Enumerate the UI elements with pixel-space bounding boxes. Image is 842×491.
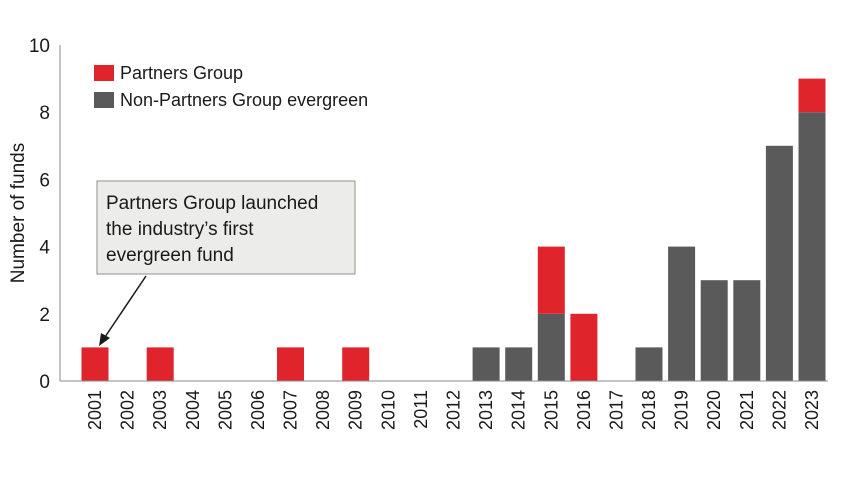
x-tick-label: 2019 <box>672 390 692 430</box>
y-tick-label: 6 <box>39 170 50 191</box>
annotation-line-3: evergreen fund <box>106 245 234 266</box>
x-tick-label: 2008 <box>313 390 333 430</box>
bar-non-partners-group-2014 <box>505 347 533 381</box>
x-tick-label: 2011 <box>411 390 431 429</box>
x-tick-label: 2003 <box>150 390 170 430</box>
bar-partners-group-2015 <box>537 246 565 314</box>
x-tick-label: 2017 <box>607 390 627 430</box>
x-tick-label: 2005 <box>215 390 235 430</box>
x-tick-label: 2015 <box>541 390 561 430</box>
y-tick-label: 10 <box>29 36 50 57</box>
bar-non-partners-group-2023 <box>798 112 826 381</box>
x-tick-label: 2010 <box>378 390 398 430</box>
y-tick-label: 4 <box>39 238 50 259</box>
bar-non-partners-group-2018 <box>635 347 663 381</box>
legend-swatch-non-partners-group <box>94 92 114 108</box>
bar-non-partners-group-2013 <box>472 347 500 381</box>
annotation-line-1: Partners Group launched <box>106 193 318 214</box>
bar-non-partners-group-2019 <box>668 246 696 381</box>
bar-partners-group-2001 <box>81 347 109 381</box>
x-tick-label: 2020 <box>704 390 724 430</box>
x-tick-label: 2001 <box>85 390 105 430</box>
x-tick-label: 2013 <box>476 390 496 430</box>
y-tick-label: 2 <box>39 305 50 326</box>
y-ticks-layer: 0 2 4 6 8 10 <box>29 36 51 393</box>
annotation-callout: Partners Group launched the industry’s f… <box>96 180 356 346</box>
legend: Partners Group Non-Partners Group evergr… <box>94 63 368 110</box>
x-tick-label: 2016 <box>574 390 594 430</box>
bar-partners-group-2023 <box>798 78 826 113</box>
x-tick-label: 2012 <box>444 390 464 430</box>
y-tick-label: 8 <box>39 103 50 124</box>
x-ticks-layer: 2001 2002 2003 2004 2005 2006 2007 2008 2009 2010… <box>85 390 822 430</box>
x-tick-label: 2014 <box>509 390 529 430</box>
x-tick-label: 2009 <box>346 390 366 430</box>
legend-swatch-partners-group <box>94 65 114 81</box>
annotation-arrow-head <box>99 333 110 346</box>
annotation-box <box>96 180 356 275</box>
bar-partners-group-2007 <box>277 347 304 381</box>
x-tick-label: 2022 <box>769 390 789 430</box>
bar-non-partners-group-2022 <box>765 145 793 381</box>
x-tick-label: 2021 <box>737 390 757 430</box>
x-tick-label: 2018 <box>639 390 659 430</box>
legend-label-non-partners-group: Non-Partners Group evergreen <box>120 90 368 110</box>
annotation-arrow-line <box>104 275 147 338</box>
x-tick-label: 2002 <box>118 390 138 430</box>
bars-layer <box>81 78 826 381</box>
x-tick-label: 2004 <box>183 390 203 430</box>
y-tick-label: 0 <box>39 372 50 393</box>
bar-non-partners-group-2021 <box>733 280 761 381</box>
y-axis-title: Number of funds <box>8 143 29 283</box>
bar-partners-group-2016 <box>570 313 598 381</box>
x-tick-label: 2006 <box>248 390 268 430</box>
bar-partners-group-2003 <box>146 347 174 381</box>
x-tick-label: 2023 <box>802 390 822 430</box>
bar-non-partners-group-2020 <box>700 280 728 381</box>
x-tick-label: 2007 <box>281 390 301 430</box>
bar-partners-group-2009 <box>342 347 370 381</box>
legend-label-partners-group: Partners Group <box>120 63 243 83</box>
annotation-line-2: the industry’s first <box>106 219 254 240</box>
bar-non-partners-group-2015 <box>537 313 565 381</box>
